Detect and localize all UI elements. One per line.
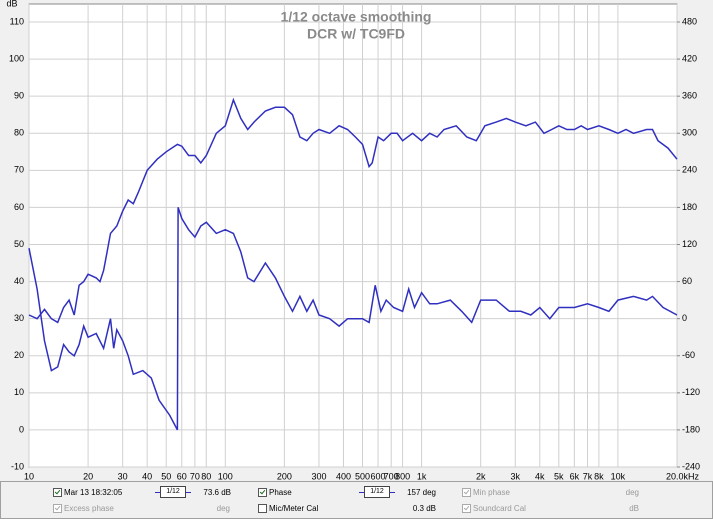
y2-tick-label: -240: [682, 461, 700, 471]
y2-tick-label: 180: [682, 202, 697, 212]
x-tick-label: 8k: [594, 471, 604, 481]
y2-tick-label: 0: [682, 313, 687, 323]
x-tick-label: 300: [311, 471, 326, 481]
x-tick-label: 800: [395, 471, 410, 481]
y-tick-label: 20: [14, 350, 24, 360]
y-tick-label: 60: [14, 202, 24, 212]
y2-tick-label: 60: [682, 276, 692, 286]
option-label: Soundcard Cal: [473, 504, 526, 513]
reading: 157 deg: [407, 488, 436, 497]
option-label: Min phase: [473, 488, 510, 497]
y-tick-label: 50: [14, 239, 24, 249]
checkbox[interactable]: [462, 504, 471, 513]
y-unit: dB: [6, 0, 17, 8]
x-tick-label: 6k: [570, 471, 580, 481]
x-tick-label: 7k: [583, 471, 593, 481]
unit: dB: [629, 504, 639, 513]
x-tick-label: 4k: [535, 471, 545, 481]
y2-tick-label: -60: [682, 350, 695, 360]
y-tick-label: 30: [14, 313, 24, 323]
y2-tick-label: 300: [682, 128, 697, 138]
reading: 0.3 dB: [412, 504, 436, 513]
x-tick-label: 700: [384, 471, 399, 481]
y-tick-label: 70: [14, 165, 24, 175]
x-tick-label: 30: [118, 471, 128, 481]
x-tick-label: 100: [218, 471, 233, 481]
checkbox[interactable]: [258, 488, 267, 497]
unit: deg: [625, 488, 639, 497]
x-tick-label: 400: [336, 471, 351, 481]
series-line: [28, 97, 678, 324]
x-tick-label: 2k: [476, 471, 486, 481]
y2-tick-label: 120: [682, 239, 697, 249]
x-tick-label: 5k: [554, 471, 564, 481]
checkbox[interactable]: [53, 488, 62, 497]
chart-subtitle: DCR w/ TC9FD: [307, 26, 405, 42]
y2-tick-label: -120: [682, 387, 700, 397]
reading: 73.6 dB: [203, 488, 231, 497]
x-tick-label: 20: [83, 471, 93, 481]
y-tick-label: 0: [19, 424, 24, 434]
y-tick-label: 80: [14, 128, 24, 138]
checkbox[interactable]: [462, 488, 471, 497]
chart-title: 1/12 octave smoothing: [281, 9, 432, 25]
y-tick-label: 10: [14, 387, 24, 397]
x-tick-label: 500: [355, 471, 370, 481]
x-tick-label: 10: [24, 471, 34, 481]
series-line: [28, 207, 678, 431]
y2-tick-label: 360: [682, 91, 697, 101]
smoothing-icon[interactable]: 1/12: [359, 486, 395, 498]
legend-panel: Mar 13 18:32:05 1/12 73.6 dB Phase 1/12 …: [0, 481, 713, 519]
option-label: Excess phase: [64, 504, 114, 513]
unit: deg: [216, 504, 230, 513]
x-tick-label: 40: [142, 471, 152, 481]
y-tick-label: 90: [14, 91, 24, 101]
y2-tick-label: -180: [682, 424, 700, 434]
y-tick-label: 40: [14, 276, 24, 286]
x-tick-label: 60: [177, 471, 187, 481]
x-tick-label: 1k: [417, 471, 427, 481]
chart: 1/12 octave smoothing DCR w/ TC9FD dB Hz…: [6, 0, 700, 481]
x-tick-label: 10k: [611, 471, 626, 481]
y2-tick-label: 240: [682, 165, 697, 175]
x-tick-label: 3k: [511, 471, 521, 481]
x-tick-label: 20.0k: [666, 471, 689, 481]
y2-tick-label: 480: [682, 16, 697, 26]
series-name: Mar 13 18:32:05: [64, 488, 123, 497]
option-label: Mic/Meter Cal: [269, 504, 319, 513]
x-tick-label: 200: [277, 471, 292, 481]
x-tick-label: 600: [371, 471, 386, 481]
series-name: Phase: [269, 488, 292, 497]
smoothing-label: 1/12: [370, 488, 384, 495]
y-tick-label: 100: [9, 53, 24, 63]
x-tick-label: 50: [161, 471, 171, 481]
x-tick-label: 70: [190, 471, 200, 481]
smoothing-label: 1/12: [166, 488, 180, 495]
y-tick-label: -10: [11, 461, 24, 471]
checkbox[interactable]: [53, 504, 62, 513]
y2-tick-label: 420: [682, 53, 697, 63]
smoothing-icon[interactable]: 1/12: [155, 486, 191, 498]
x-tick-label: 80: [201, 471, 211, 481]
y-tick-label: 110: [10, 16, 24, 26]
checkbox[interactable]: [258, 504, 267, 513]
x-unit: Hz: [688, 471, 699, 481]
plot-area: [28, 3, 678, 468]
